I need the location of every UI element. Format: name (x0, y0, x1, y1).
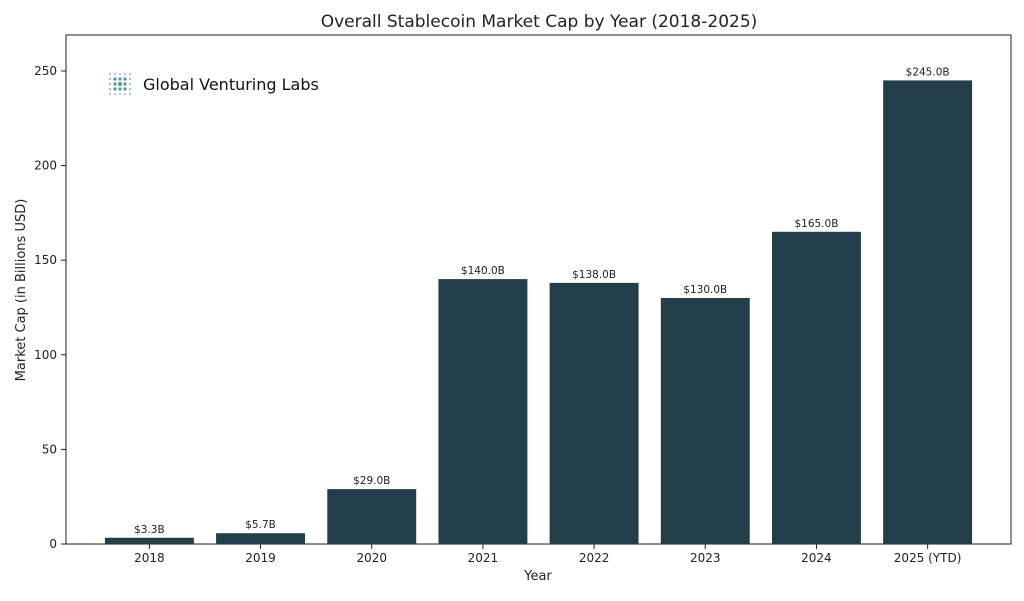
y-tick-label: 150 (34, 253, 57, 267)
logo-dot (118, 82, 122, 86)
logo-dot (119, 73, 121, 75)
bar-value-label: $130.0B (683, 284, 727, 296)
y-axis: 0 50 100 150 200 250 (34, 64, 66, 551)
data-labels: $3.3B $5.7B $29.0B $140.0B $138.0B $130.0B $16… (134, 66, 950, 535)
y-tick-label: 250 (34, 64, 57, 78)
x-tick-label: 2020 (356, 551, 387, 565)
plot-frame (65, 34, 1012, 545)
x-axis-label: Year (523, 569, 552, 584)
logo-dot (129, 73, 131, 75)
y-tick-label: 100 (34, 348, 57, 362)
logo-dot (129, 88, 131, 90)
logo-dot (113, 87, 117, 91)
bar (883, 80, 973, 545)
bar (438, 279, 528, 544)
y-tick-label: 0 (49, 537, 57, 551)
chart-title: Overall Stablecoin Market Cap by Year (2… (321, 12, 758, 32)
bar-value-label: $165.0B (794, 218, 838, 230)
bar (216, 533, 306, 544)
logo-dot (129, 93, 131, 95)
logo-dot (114, 73, 116, 75)
y-axis-label: Market Cap (in Billions USD) (14, 199, 29, 382)
logo-dot (124, 73, 126, 75)
logo-dot (109, 73, 111, 75)
x-tick-label: 2022 (579, 551, 610, 565)
bar (771, 231, 861, 545)
x-tick-label: 2023 (690, 551, 721, 565)
brand-logo: Global Venturing Labs (109, 73, 319, 95)
bar (549, 282, 639, 544)
bar (104, 537, 194, 544)
logo-dot (109, 83, 111, 85)
x-tick-label: 2025 (YTD) (894, 551, 962, 565)
bar-series (104, 80, 973, 545)
x-tick-label: 2024 (801, 551, 832, 565)
logo-dot (109, 88, 111, 90)
y-tick-label: 50 (42, 442, 57, 456)
y-tick-label: 200 (34, 159, 57, 173)
logo-dot (114, 93, 116, 95)
bar (327, 489, 417, 544)
bar-value-label: $245.0B (906, 66, 950, 78)
logo-dot (113, 77, 117, 81)
logo-dot (118, 77, 122, 81)
logo-dot (123, 87, 127, 91)
logo-dot (123, 82, 127, 86)
bar-value-label: $3.3B (134, 524, 165, 536)
x-tick-label: 2019 (245, 551, 276, 565)
bar-value-label: $29.0B (353, 475, 390, 487)
logo-dot (109, 93, 111, 95)
logo-dot (129, 78, 131, 80)
logo-dot (118, 87, 122, 91)
bar-value-label: $138.0B (572, 269, 616, 281)
dot-grid-logo-icon (109, 73, 131, 95)
logo-dot (124, 93, 126, 95)
logo-dot (113, 82, 117, 86)
logo-dot (123, 77, 127, 81)
bar (660, 298, 750, 544)
logo-dot (129, 83, 131, 85)
x-tick-label: 2018 (134, 551, 165, 565)
logo-dot (109, 78, 111, 80)
logo-dot (119, 93, 121, 95)
bar-value-label: $140.0B (461, 265, 505, 277)
x-tick-label: 2021 (468, 551, 499, 565)
brand-name: Global Venturing Labs (143, 75, 319, 94)
x-axis: 2018 2019 2020 2021 2022 2023 2024 2025 (YTD) (134, 544, 961, 565)
bar-value-label: $5.7B (245, 519, 276, 531)
